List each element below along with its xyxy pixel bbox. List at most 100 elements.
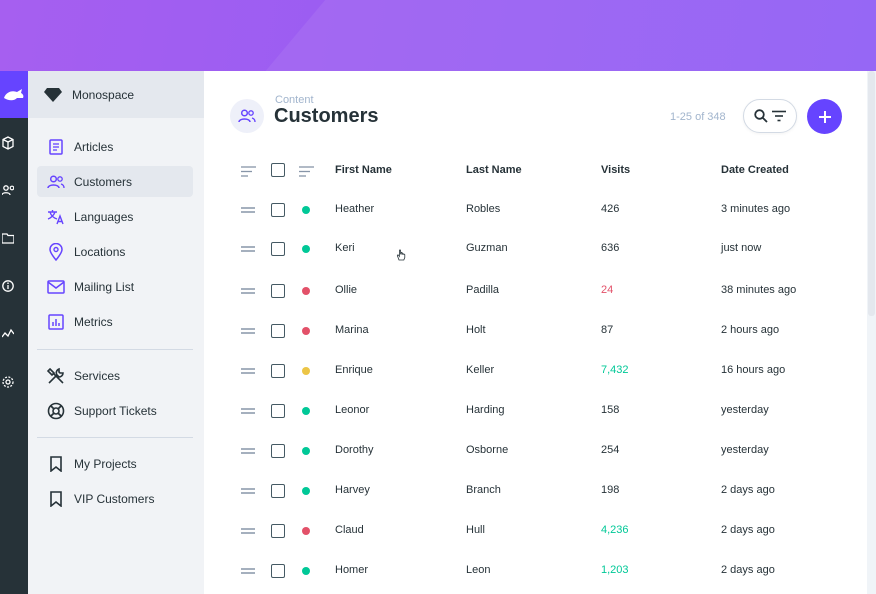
nav-item-services[interactable]: Services bbox=[37, 360, 193, 391]
nav-item-metrics[interactable]: Metrics bbox=[37, 306, 193, 337]
nav-item-support-tickets[interactable]: Support Tickets bbox=[37, 395, 193, 426]
box-icon[interactable] bbox=[0, 134, 14, 152]
column-header-date-created[interactable]: Date Created bbox=[721, 164, 789, 176]
folder-icon[interactable] bbox=[0, 229, 14, 247]
nav-item-articles[interactable]: Articles bbox=[37, 131, 193, 162]
nav-item-label: Articles bbox=[74, 139, 114, 154]
mail-icon bbox=[46, 277, 66, 297]
cell-visits: 1,203 bbox=[601, 564, 629, 576]
nav-item-languages[interactable]: Languages bbox=[37, 201, 193, 232]
cell-first-name: Keri bbox=[335, 242, 355, 254]
top-banner bbox=[0, 0, 876, 71]
nav-item-vip-customers[interactable]: VIP Customers bbox=[37, 483, 193, 514]
settings-gear-icon[interactable] bbox=[0, 373, 14, 391]
search-icon[interactable] bbox=[754, 109, 768, 123]
breadcrumb[interactable]: Content bbox=[275, 94, 314, 106]
cell-last-name: Robles bbox=[466, 203, 501, 215]
nav-divider bbox=[37, 349, 193, 350]
cell-first-name: Marina bbox=[335, 324, 369, 336]
column-header-last-name[interactable]: Last Name bbox=[466, 164, 522, 176]
cell-last-name: Keller bbox=[466, 364, 495, 376]
module-rail bbox=[0, 71, 28, 594]
drag-handle-icon[interactable] bbox=[241, 229, 257, 269]
nav-item-label: Customers bbox=[74, 174, 133, 189]
cell-first-name: Dorothy bbox=[335, 444, 374, 456]
nav-item-locations[interactable]: Locations bbox=[37, 236, 193, 267]
search-filter-button[interactable] bbox=[743, 99, 797, 133]
cell-last-name: Guzman bbox=[466, 242, 508, 254]
drag-handle-icon[interactable] bbox=[241, 190, 257, 230]
cell-date-created: just now bbox=[721, 242, 762, 254]
drag-handle-icon[interactable] bbox=[241, 271, 257, 311]
rabbit-logo-icon bbox=[4, 88, 24, 100]
cell-visits: 426 bbox=[601, 203, 620, 215]
cell-visits: 158 bbox=[601, 404, 620, 416]
cell-last-name: Harding bbox=[466, 404, 505, 416]
drag-handle-icon[interactable] bbox=[241, 391, 257, 431]
nav-item-label: VIP Customers bbox=[74, 491, 155, 506]
drag-handle-icon[interactable] bbox=[241, 551, 257, 591]
cell-date-created: 2 days ago bbox=[721, 484, 775, 496]
activity-icon[interactable] bbox=[0, 325, 14, 343]
sort-lines-icon[interactable] bbox=[299, 166, 314, 177]
drag-handle-icon[interactable] bbox=[241, 471, 257, 511]
cell-visits: 24 bbox=[601, 284, 614, 296]
banner-decoration bbox=[207, 0, 876, 71]
select-all-checkbox[interactable] bbox=[271, 163, 285, 177]
drag-handle-icon[interactable] bbox=[241, 311, 257, 351]
page-title: Customers bbox=[274, 105, 379, 127]
table-row[interactable]: Ollie Padilla 24 38 minutes ago bbox=[204, 271, 867, 311]
drag-handle-icon[interactable] bbox=[241, 431, 257, 471]
cell-date-created: 16 hours ago bbox=[721, 364, 786, 376]
nav-item-label: Metrics bbox=[74, 314, 113, 329]
sort-lines-icon[interactable] bbox=[241, 166, 256, 177]
column-header-first-name[interactable]: First Name bbox=[335, 164, 392, 176]
row-checkbox[interactable] bbox=[271, 284, 285, 298]
status-dot bbox=[302, 245, 310, 253]
column-header-visits[interactable]: Visits bbox=[601, 164, 631, 176]
row-checkbox[interactable] bbox=[271, 524, 285, 538]
table-row[interactable]: Homer Leon 1,203 2 days ago bbox=[204, 551, 867, 591]
row-checkbox[interactable] bbox=[271, 203, 285, 217]
navigation-sidebar: Monospace Articles Customers Languages L… bbox=[28, 71, 204, 594]
nav-item-my-projects[interactable]: My Projects bbox=[37, 448, 193, 479]
cell-last-name: Branch bbox=[466, 484, 501, 496]
info-icon[interactable] bbox=[0, 277, 14, 295]
row-checkbox[interactable] bbox=[271, 564, 285, 578]
table-row[interactable]: Leonor Harding 158 yesterday bbox=[204, 391, 867, 431]
cell-date-created: yesterday bbox=[721, 444, 769, 456]
table-row[interactable]: Marina Holt 87 2 hours ago bbox=[204, 311, 867, 351]
row-checkbox[interactable] bbox=[271, 364, 285, 378]
drag-handle-icon[interactable] bbox=[241, 351, 257, 391]
table-row[interactable]: Claud Hull 4,236 2 days ago bbox=[204, 511, 867, 551]
row-checkbox[interactable] bbox=[271, 324, 285, 338]
row-checkbox[interactable] bbox=[271, 444, 285, 458]
table-row[interactable]: Heather Robles 426 3 minutes ago bbox=[204, 190, 867, 230]
drag-handle-icon[interactable] bbox=[241, 511, 257, 551]
app-logo[interactable] bbox=[0, 71, 28, 118]
nav-item-label: Mailing List bbox=[74, 279, 135, 294]
scrollbar-thumb[interactable] bbox=[868, 71, 875, 316]
nav-item-label: Support Tickets bbox=[74, 403, 157, 418]
table-row[interactable]: Enrique Keller 7,432 16 hours ago bbox=[204, 351, 867, 391]
status-dot bbox=[302, 487, 310, 495]
row-checkbox[interactable] bbox=[271, 404, 285, 418]
item-count: 1-25 of 348 bbox=[670, 111, 726, 123]
table-row[interactable]: Dorothy Osborne 254 yesterday bbox=[204, 431, 867, 471]
table-row[interactable]: Keri Guzman 636 just now bbox=[204, 229, 867, 269]
row-checkbox[interactable] bbox=[271, 484, 285, 498]
cell-date-created: 2 days ago bbox=[721, 564, 775, 576]
project-header[interactable]: Monospace bbox=[28, 71, 204, 118]
hand-cursor-icon bbox=[396, 248, 406, 266]
people-header-icon bbox=[230, 99, 264, 133]
scrollbar[interactable] bbox=[867, 71, 876, 594]
users-icon[interactable] bbox=[0, 181, 14, 199]
row-checkbox[interactable] bbox=[271, 242, 285, 256]
filter-icon[interactable] bbox=[772, 110, 786, 122]
plus-icon bbox=[818, 110, 831, 123]
add-item-button[interactable] bbox=[807, 99, 842, 134]
table-row[interactable]: Harvey Branch 198 2 days ago bbox=[204, 471, 867, 511]
cell-first-name: Claud bbox=[335, 524, 364, 536]
nav-item-mailing-list[interactable]: Mailing List bbox=[37, 271, 193, 302]
nav-item-customers[interactable]: Customers bbox=[37, 166, 193, 197]
